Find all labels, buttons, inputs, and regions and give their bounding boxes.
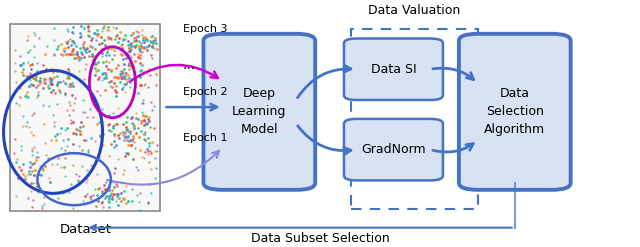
Text: Data Subset Selection: Data Subset Selection xyxy=(251,232,389,245)
Text: ...: ... xyxy=(182,58,196,72)
Text: Epoch 2: Epoch 2 xyxy=(182,87,227,97)
FancyBboxPatch shape xyxy=(204,34,316,190)
Text: Epoch 1: Epoch 1 xyxy=(182,133,227,143)
Text: Deep
Learning
Model: Deep Learning Model xyxy=(232,87,287,136)
FancyBboxPatch shape xyxy=(10,24,161,211)
Text: Data SI: Data SI xyxy=(371,63,416,76)
FancyBboxPatch shape xyxy=(344,39,443,100)
FancyBboxPatch shape xyxy=(459,34,571,190)
Text: Dataset: Dataset xyxy=(60,223,111,236)
Text: Data Valuation: Data Valuation xyxy=(369,4,461,17)
Text: Data
Selection
Algorithm: Data Selection Algorithm xyxy=(484,87,545,136)
FancyBboxPatch shape xyxy=(344,119,443,180)
Text: GradNorm: GradNorm xyxy=(361,143,426,156)
Text: Epoch 3: Epoch 3 xyxy=(182,24,227,34)
